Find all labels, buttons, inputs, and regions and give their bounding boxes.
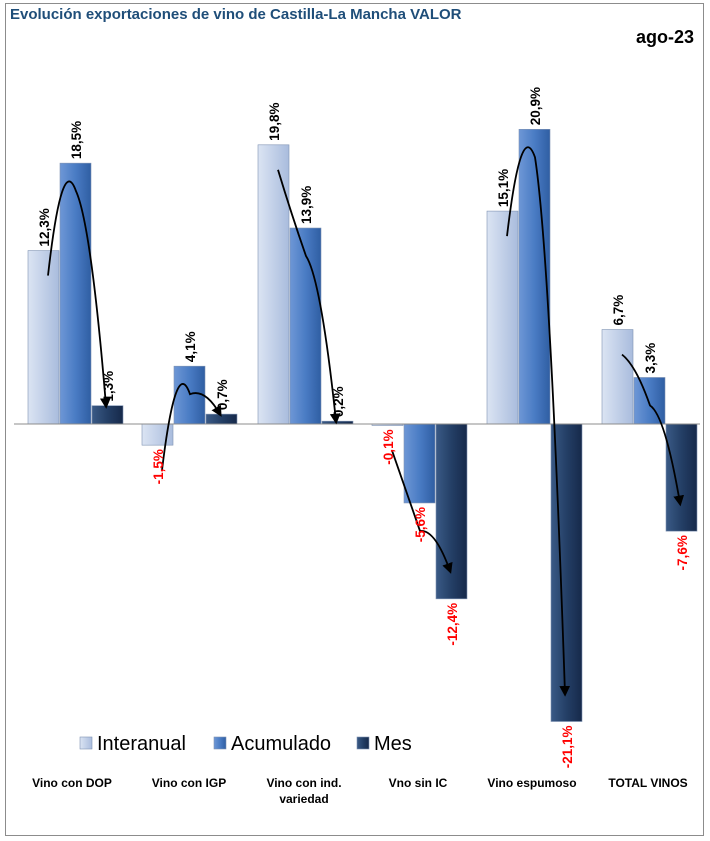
bar-acumulado-0 <box>59 162 92 425</box>
bar-mes-3 <box>435 423 468 600</box>
legend-item-mes: Mes <box>356 733 412 755</box>
bar-acumulado-3 <box>403 423 436 504</box>
value-label-mes-2: 0,2% <box>331 386 346 417</box>
value-label-mes-5: -7,6% <box>675 535 690 570</box>
trend-arrow-4 <box>506 146 571 697</box>
legend-swatch-acumulado <box>213 736 227 750</box>
value-label-interanual-2: 19,8% <box>267 103 282 141</box>
category-label-5-0: TOTAL VINOS <box>608 776 687 790</box>
value-label-interanual-3: -0,1% <box>381 429 396 464</box>
bar-interanual-5 <box>601 329 634 425</box>
category-label-2-1: variedad <box>279 792 328 806</box>
category-labels-layer: Vino con DOP Vino con IGP Vino con ind. var… <box>32 776 688 806</box>
bar-mes-0 <box>91 405 124 425</box>
legend-swatch-mes <box>356 736 370 750</box>
bar-interanual-4 <box>486 210 519 425</box>
value-label-interanual-0: 12,3% <box>37 208 52 246</box>
value-label-interanual-4: 15,1% <box>496 169 511 207</box>
value-label-acumulado-2: 13,9% <box>299 186 314 224</box>
legend-swatch-interanual <box>79 736 93 750</box>
bar-acumulado-2 <box>289 227 322 425</box>
category-label-4-0: Vino espumoso <box>487 776 576 790</box>
chart-period: ago-23 <box>635 27 694 47</box>
legend-item-acumulado: Acumulado <box>213 733 331 755</box>
trend-arrow-3 <box>391 450 453 574</box>
value-label-interanual-1: -1,5% <box>151 449 166 484</box>
value-label-acumulado-3: -5,6% <box>413 507 428 542</box>
trend-arrow-5 <box>621 353 685 507</box>
value-label-acumulado-4: 20,9% <box>528 87 543 125</box>
value-label-mes-3: -12,4% <box>445 603 460 646</box>
bar-acumulado-5 <box>633 377 666 425</box>
category-label-3-0: Vno sin IC <box>389 776 448 790</box>
bar-mes-5 <box>665 423 698 532</box>
trend-arrow-2 <box>277 169 341 425</box>
value-label-acumulado-5: 3,3% <box>643 343 658 374</box>
legend-item-interanual: Interanual <box>79 733 186 755</box>
category-label-1-0: Vino con IGP <box>152 776 226 790</box>
value-label-acumulado-1: 4,1% <box>183 331 198 362</box>
trend-arrow-0 <box>47 180 111 409</box>
bar-mes-1 <box>205 413 238 425</box>
bars-layer <box>27 129 698 722</box>
value-label-acumulado-0: 18,5% <box>69 121 84 159</box>
value-labels-layer: 12,3% 18,5% 1,3% -1,5% 4,1% 0,7% 19,8% 13,9% 0,2… <box>37 87 690 768</box>
bar-interanual-0 <box>27 250 60 425</box>
value-label-mes-4: -21,1% <box>560 726 575 769</box>
legend: Interanual Acumulado Mes <box>79 733 412 755</box>
category-label-0-0: Vino con DOP <box>32 776 112 790</box>
trend-arrows-layer <box>47 146 685 697</box>
value-label-interanual-5: 6,7% <box>611 295 626 326</box>
bar-interanual-2 <box>257 144 290 425</box>
value-label-mes-0: 1,3% <box>101 371 116 402</box>
chart-title: Evolución exportaciones de vino de Casti… <box>10 6 462 23</box>
value-label-mes-1: 0,7% <box>215 379 230 410</box>
category-label-2-0: Vino con ind. <box>266 776 341 790</box>
legend-label-mes: Mes <box>374 733 412 755</box>
trend-arrow-1 <box>161 383 222 471</box>
legend-label-acumulado: Acumulado <box>231 733 331 755</box>
bar-acumulado-4 <box>518 129 551 425</box>
legend-label-interanual: Interanual <box>97 733 186 755</box>
